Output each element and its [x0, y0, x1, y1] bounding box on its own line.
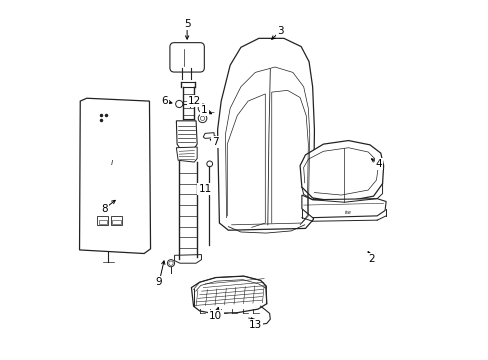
Polygon shape	[80, 98, 150, 253]
FancyBboxPatch shape	[99, 220, 107, 224]
FancyBboxPatch shape	[111, 216, 122, 225]
Polygon shape	[176, 147, 197, 162]
Polygon shape	[191, 276, 266, 314]
Text: 4: 4	[375, 159, 382, 169]
FancyBboxPatch shape	[97, 216, 108, 225]
Text: 13: 13	[248, 320, 262, 330]
FancyBboxPatch shape	[112, 220, 121, 224]
Polygon shape	[217, 39, 314, 230]
Text: 5: 5	[183, 19, 190, 29]
Text: ı: ı	[110, 158, 113, 167]
Text: 1: 1	[201, 105, 207, 115]
Text: 10: 10	[209, 311, 222, 321]
Text: 12: 12	[187, 96, 201, 106]
Polygon shape	[301, 195, 386, 218]
Polygon shape	[203, 133, 214, 138]
Polygon shape	[174, 255, 201, 263]
Text: 7: 7	[212, 138, 219, 147]
Text: 6: 6	[161, 96, 168, 106]
Text: 11: 11	[198, 184, 211, 194]
Text: 9: 9	[156, 277, 162, 287]
Polygon shape	[176, 121, 197, 148]
FancyBboxPatch shape	[169, 42, 204, 72]
Text: 8: 8	[101, 204, 108, 214]
Polygon shape	[300, 140, 383, 202]
Text: 2: 2	[368, 254, 374, 264]
Text: 3: 3	[277, 26, 283, 36]
Text: ise: ise	[345, 211, 351, 216]
